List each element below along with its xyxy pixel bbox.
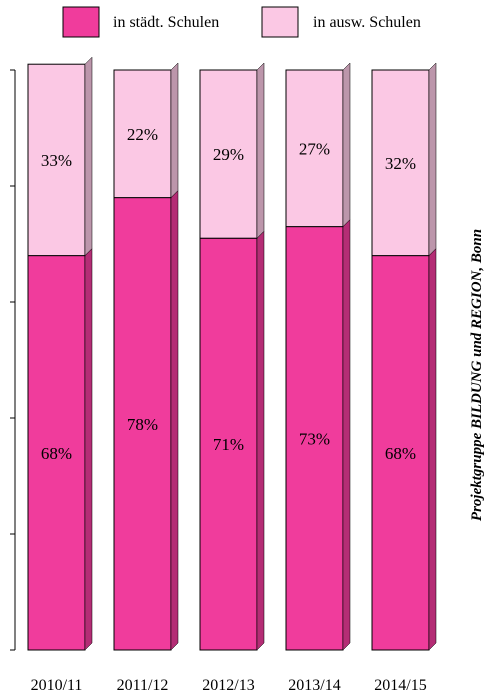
bar-segment-ausw: 32% <box>371 62 437 257</box>
value-label: 71% <box>213 435 244 454</box>
bar-side <box>170 189 179 651</box>
bar-side <box>342 218 351 651</box>
value-label: 32% <box>385 154 416 173</box>
value-label: 73% <box>299 429 330 448</box>
bar-side <box>428 247 437 651</box>
x-tick-label: 2014/15 <box>374 677 426 694</box>
legend: in städt. Schulen in ausw. Schulen <box>62 6 421 38</box>
bar-segment-staedt: 68% <box>371 247 437 651</box>
bar-segment-ausw: 33% <box>27 56 93 257</box>
bar-segment-staedt: 73% <box>285 218 351 651</box>
y-axis <box>10 69 16 651</box>
bar-face <box>199 237 258 651</box>
bar-face <box>113 69 172 199</box>
bar-side <box>84 56 93 257</box>
bar-side <box>256 62 265 239</box>
bar-segment-staedt: 78% <box>113 189 179 651</box>
x-tick-labels: 2010/11 2011/12 2012/13 2013/14 2014/15 <box>31 677 427 694</box>
value-label: 29% <box>213 145 244 164</box>
bar-face <box>199 69 258 239</box>
value-label: 33% <box>41 151 72 170</box>
bar-side <box>170 62 179 199</box>
source-note: Projektgruppe BILDUNG und REGION, Bonn <box>469 229 485 521</box>
value-label: 78% <box>127 415 158 434</box>
legend-label-staedt: in städt. Schulen <box>113 14 219 31</box>
x-tick-label: 2013/14 <box>288 677 340 694</box>
x-tick-label: 2010/11 <box>31 677 83 694</box>
bar-side <box>428 62 437 257</box>
legend-label-ausw: in ausw. Schulen <box>313 14 421 31</box>
legend-swatch-staedt <box>62 6 100 38</box>
x-tick-label: 2012/13 <box>202 677 254 694</box>
value-label: 27% <box>299 139 330 158</box>
x-tick-label: 2011/12 <box>117 677 169 694</box>
bar-segment-ausw: 22% <box>113 62 179 199</box>
bar-face <box>27 63 86 257</box>
bar-side <box>84 247 93 651</box>
value-label: 68% <box>41 444 72 463</box>
bar-side <box>342 62 351 228</box>
bar-segment-staedt: 71% <box>199 230 265 651</box>
value-label: 22% <box>127 125 158 144</box>
legend-swatch-ausw <box>261 6 299 38</box>
bar-face <box>27 255 86 651</box>
bar-segment-ausw: 29% <box>199 62 265 239</box>
bar-segment-ausw: 27% <box>285 62 351 228</box>
bar-face <box>113 197 172 651</box>
bar-segment-staedt: 68% <box>27 247 93 651</box>
bars: 68% 33% 78% 22% 71% 29% 73% 27% 68% 32% <box>27 56 437 651</box>
value-label: 68% <box>385 444 416 463</box>
bar-face <box>371 255 430 651</box>
bar-side <box>256 230 265 651</box>
